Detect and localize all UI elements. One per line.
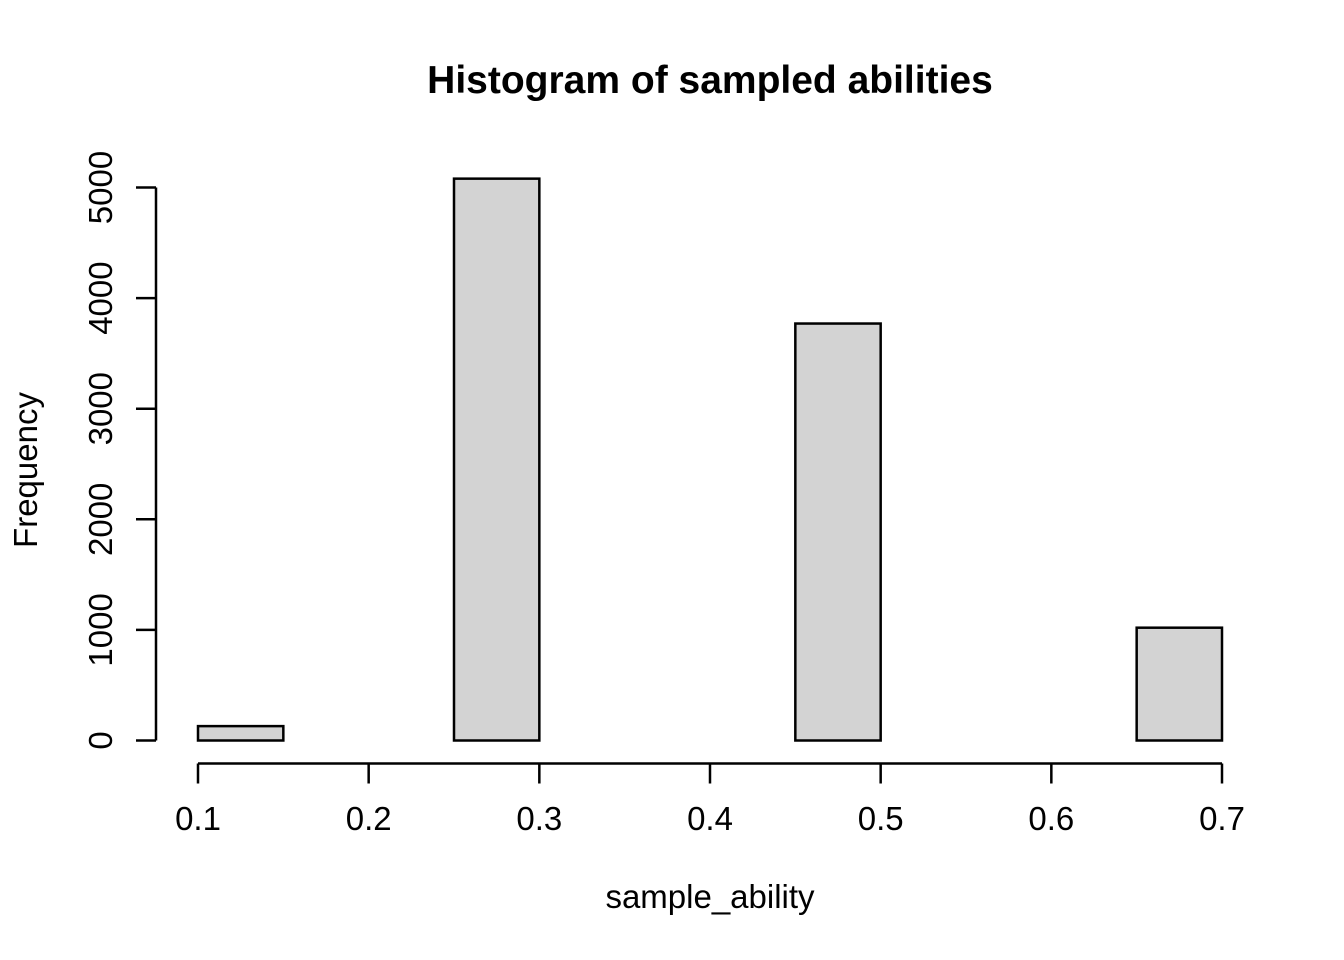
y-tick-label: 2000 <box>82 483 119 556</box>
histogram-bar <box>1135 626 1224 742</box>
x-tick-label: 0.5 <box>858 800 904 837</box>
axes-group: 0.1 0.2 0.3 0.4 0.5 0.6 0.7 0 1000 2000 3000 4000 50… <box>82 151 1245 837</box>
x-tick-label: 0.1 <box>175 800 221 837</box>
x-tick-label: 0.7 <box>1199 800 1245 837</box>
x-tick-label: 0.6 <box>1028 800 1074 837</box>
y-tick-label: 3000 <box>82 372 119 445</box>
histogram-bar <box>196 724 285 742</box>
histogram-bar <box>452 177 541 742</box>
y-tick-label: 0 <box>82 731 119 749</box>
y-tick-label: 1000 <box>82 593 119 666</box>
y-axis-label: Frequency <box>7 392 44 548</box>
bars-group <box>196 177 1224 742</box>
x-tick-label: 0.4 <box>687 800 733 837</box>
chart-title: Histogram of sampled abilities <box>427 59 993 102</box>
y-tick-label: 5000 <box>82 151 119 224</box>
x-axis-label: sample_ability <box>605 878 815 915</box>
y-tick-label: 4000 <box>82 261 119 334</box>
histogram-bar <box>794 322 882 742</box>
x-tick-label: 0.2 <box>346 800 392 837</box>
x-tick-label: 0.3 <box>516 800 562 837</box>
